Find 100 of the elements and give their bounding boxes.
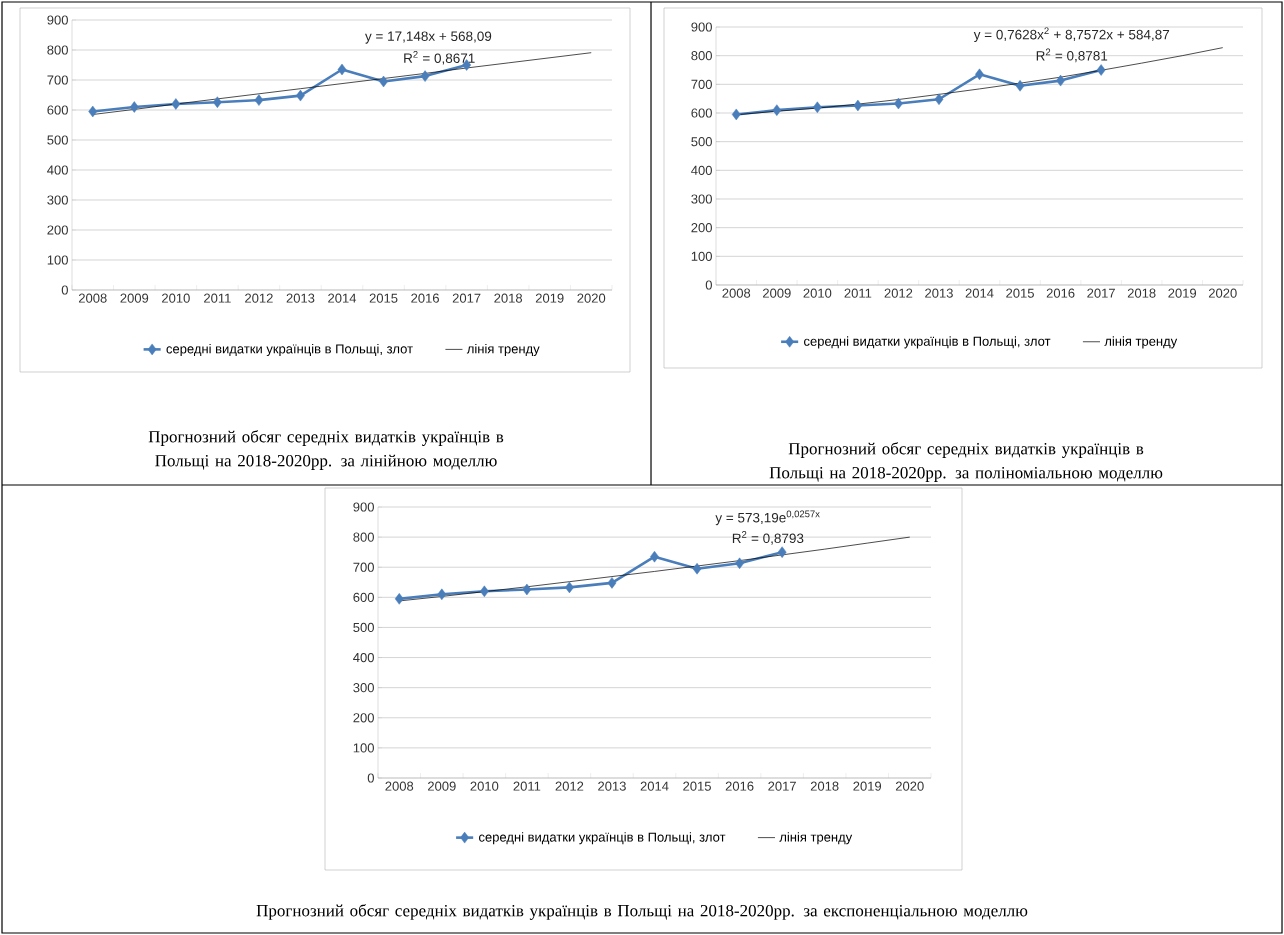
x-tick-label: 2014 [640,781,669,791]
x-tick-label: 2014 [965,288,994,298]
x-tick-label: 2009 [763,288,791,298]
point [394,593,404,605]
x-tick-label: 2011 [204,293,231,303]
point [337,63,347,76]
point [171,98,181,110]
x-tick-label: 2018 [494,293,523,303]
x-tick-label: 2010 [803,288,832,298]
x-tick-label: 2014 [328,293,357,303]
annotation: R$^{2}$ = 0,8793 [732,531,804,545]
x-tick-label: 2015 [683,781,711,791]
y-tick-label: 900 [47,15,68,25]
y-tick-label: 900 [691,22,712,32]
x-tick-label: 2018 [1127,288,1156,298]
y-tick-label: 100 [691,251,712,261]
point [934,93,944,105]
point [692,562,702,575]
x-tick-label: 2017 [768,781,796,791]
y-tick-label: 400 [691,165,712,175]
x-tick-label: 2012 [245,293,273,303]
y-tick-label: 300 [691,194,712,204]
x-tick-label: 2009 [428,781,456,791]
point [420,70,430,82]
text: Прогнозний обсяг середніх видатків українців в Польщі на 2018-2020рр. за поліноміальною моделлю [769,442,1163,482]
text: Прогнозний обсяг середніх видатків українців в Польщі на 2018-2020рр. за експоненціальною моделлю [256,904,1028,920]
legend-label: лінія тренду [1104,336,1178,349]
x-tick-label: 2016 [1046,288,1075,298]
y-tick-label: 200 [691,223,712,233]
annotation: y = 573,19e$^{0,0257x}$ [715,510,820,526]
y-tick-label: 0 [367,773,374,783]
legend-label: середні видатки українців в Польщі, злот [479,832,726,845]
point [607,577,617,589]
annotation: y = 0,7628x$^{2}$ + 8,7572x + 584,87 [973,27,1170,43]
y-tick-label: 800 [47,45,68,55]
y-tick-label: 800 [353,532,374,542]
x-tick-label: 2020 [577,293,606,303]
point [129,101,139,113]
x-tick-label: 2011 [844,288,872,298]
point [731,108,741,121]
x-tick-label: 2017 [452,293,481,303]
point [213,96,222,108]
x-tick-label: 2015 [1006,288,1034,298]
point [812,101,822,114]
y-tick-label: 900 [353,502,374,512]
y-tick-label: 0 [61,285,68,295]
x-tick-label: 2008 [722,288,751,298]
x-tick-label: 2008 [385,781,414,791]
y-tick-label: 600 [691,108,712,118]
y-tick-label: 700 [47,75,68,85]
annotation: y = 17,148x + 568,09 [365,31,492,44]
y-tick-label: 700 [691,79,712,89]
x-tick-label: 2009 [120,293,149,303]
y-tick-label: 700 [353,562,374,572]
y-tick-label: 0 [705,280,712,290]
point [1015,80,1025,92]
point [772,104,782,116]
x-tick-label: 2019 [853,781,882,791]
y-tick-label: 200 [47,225,68,235]
x-tick-label: 2017 [1087,288,1115,298]
annotation: R$^{2}$ = 0,8671 [404,51,475,65]
point [1096,64,1106,76]
x-tick-label: 2019 [1168,288,1197,298]
x-tick-label: 2010 [470,781,499,791]
point [437,588,447,601]
text: Прогнозний обсяг середніх видатків українців в Польщі на 2018-2020рр. за лінійною моделлю [148,430,504,470]
legend-label: середні видатки українців в Польщі, злот [166,343,413,357]
y-tick-label: 600 [47,105,68,115]
y-tick-label: 800 [691,51,712,61]
x-tick-label: 2016 [725,781,754,791]
annotation: R$^{2}$ = 0,8781 [1036,48,1108,63]
x-tick-label: 2013 [925,288,953,298]
y-tick-label: 400 [353,652,374,663]
y-tick-label: 100 [353,743,374,753]
x-tick-label: 2011 [513,781,541,791]
y-tick-label: 600 [353,592,374,602]
x-tick-label: 2019 [535,293,564,303]
point [88,105,98,118]
x-tick-label: 2016 [411,293,439,303]
y-tick-label: 200 [353,713,374,723]
x-tick-label: 2013 [286,293,315,303]
y-tick-label: 500 [47,135,68,145]
x-tick-label: 2015 [369,293,398,303]
x-tick-label: 2010 [162,293,190,303]
point [853,99,863,112]
x-tick-label: 2013 [598,781,626,791]
x-tick-label: 2012 [555,781,584,791]
point [254,94,264,106]
y-tick-label: 400 [47,165,68,175]
x-tick-label: 2012 [884,288,913,298]
x-tick-label: 2008 [78,293,107,303]
legend-label: лінія тренду [466,343,540,357]
x-tick-label: 2020 [1208,288,1237,298]
y-tick-label: 300 [353,683,374,693]
y-tick-label: 500 [353,622,374,633]
point [522,583,532,596]
legend-label: середні видатки українців в Польщі, злот [804,336,1051,349]
y-tick-label: 100 [47,255,68,265]
y-tick-label: 500 [691,137,712,147]
legend-label: лінія тренду [779,832,853,845]
